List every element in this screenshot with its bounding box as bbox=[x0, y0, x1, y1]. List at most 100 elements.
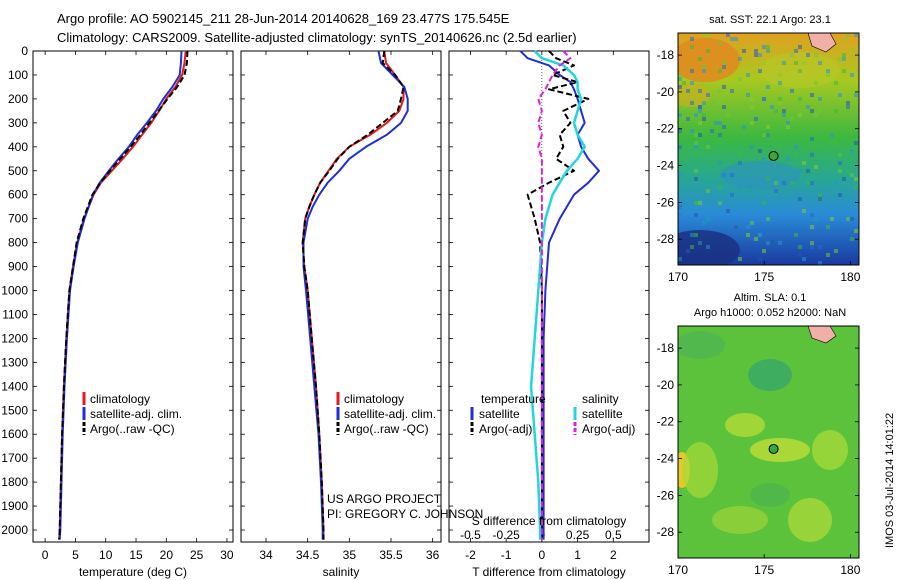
sst-pixel bbox=[766, 133, 770, 137]
sst-pixel bbox=[778, 193, 782, 197]
sst-pixel bbox=[830, 133, 834, 137]
sst-pixel bbox=[698, 201, 702, 205]
sst-pixel bbox=[762, 61, 766, 65]
sst-pixel bbox=[778, 97, 782, 101]
depth-tick-label: 600 bbox=[8, 188, 28, 202]
sst-pixel bbox=[854, 133, 858, 137]
x-tick-label: 5 bbox=[72, 548, 79, 562]
depth-tick-label: 1600 bbox=[1, 427, 28, 441]
x-tick-label: 0 bbox=[42, 548, 49, 562]
map-x-tick-label: 175 bbox=[754, 563, 774, 577]
sst-pixel bbox=[810, 241, 814, 245]
legend-climatology-label: climatology bbox=[344, 392, 404, 406]
sst-pixel bbox=[842, 37, 846, 41]
sla-high-patch bbox=[725, 413, 765, 437]
sst-pixel bbox=[750, 189, 754, 193]
sst-pixel bbox=[754, 117, 758, 121]
sst-pixel bbox=[790, 181, 794, 185]
sst-pixel bbox=[802, 209, 806, 213]
sst-pixel bbox=[706, 217, 710, 221]
sst-pixel bbox=[718, 205, 722, 209]
legend-argo-label: Argo(..raw -QC) bbox=[90, 422, 175, 436]
map-y-tick-label: -24 bbox=[657, 159, 675, 173]
sst-pixel bbox=[718, 133, 722, 137]
sst-pixel bbox=[766, 85, 770, 89]
sst-pixel bbox=[706, 49, 710, 53]
sst-pixel bbox=[758, 133, 762, 137]
sst-pixel bbox=[770, 105, 774, 109]
sst-pixel bbox=[746, 93, 750, 97]
sst-pixel bbox=[694, 145, 698, 149]
sst-pixel bbox=[698, 89, 702, 93]
sst-pixel bbox=[690, 101, 694, 105]
sst-pixel bbox=[834, 249, 838, 253]
sst-pixel bbox=[758, 53, 762, 57]
sst-pixel bbox=[798, 253, 802, 257]
sla-map-title: Altim. SLA: 0.1 bbox=[734, 292, 807, 304]
sst-pixel bbox=[706, 33, 710, 37]
sst-pixel bbox=[698, 133, 702, 137]
sst-pixel bbox=[838, 153, 842, 157]
sst-pixel bbox=[838, 169, 842, 173]
legend-satellite-label: satellite-adj. clim. bbox=[344, 407, 436, 421]
sst-pixel bbox=[850, 245, 854, 249]
sst-cool-patch bbox=[720, 161, 800, 189]
sst-pixel bbox=[686, 117, 690, 121]
sst-pixel bbox=[762, 97, 766, 101]
sst-pixel bbox=[706, 245, 710, 249]
sst-pixel bbox=[690, 45, 694, 49]
sst-pixel bbox=[782, 181, 786, 185]
sst-pixel bbox=[782, 61, 786, 65]
x-tick-label: 25 bbox=[190, 548, 204, 562]
sst-pixel bbox=[778, 81, 782, 85]
map-y-tick-label: -24 bbox=[657, 452, 675, 466]
sst-pixel bbox=[750, 121, 754, 125]
depth-tick-label: 700 bbox=[8, 212, 28, 226]
depth-tick-label: 1500 bbox=[1, 403, 28, 417]
depth-tick-label: 0 bbox=[21, 44, 28, 58]
sst-pixel bbox=[850, 49, 854, 53]
sst-pixel bbox=[766, 161, 770, 165]
depth-tick-label: 1400 bbox=[1, 379, 28, 393]
sst-pixel bbox=[782, 109, 786, 113]
sst-pixel bbox=[682, 105, 686, 109]
sst-pixel bbox=[802, 257, 806, 261]
sst-pixel bbox=[826, 225, 830, 229]
temperature-x-label: temperature (deg C) bbox=[79, 565, 187, 579]
sst-pixel bbox=[850, 149, 854, 153]
sst-pixel bbox=[722, 85, 726, 89]
sst-pixel bbox=[846, 169, 850, 173]
sst-pixel bbox=[722, 65, 726, 69]
sst-map-field bbox=[678, 33, 859, 265]
sst-pixel bbox=[798, 169, 802, 173]
sst-pixel bbox=[794, 61, 798, 65]
sst-pixel bbox=[722, 61, 726, 65]
sst-pixel bbox=[818, 245, 822, 249]
sst-pixel bbox=[758, 233, 762, 237]
sst-map-title: sat. SST: 22.1 Argo: 23.1 bbox=[709, 14, 831, 26]
sla-low-patch bbox=[678, 331, 725, 359]
sst-pixel bbox=[766, 129, 770, 133]
x-tick-label: 0 bbox=[539, 548, 546, 562]
map-y-tick-label: -22 bbox=[657, 122, 675, 136]
sst-pixel bbox=[738, 77, 742, 81]
sst-pixel bbox=[818, 97, 822, 101]
sst-pixel bbox=[694, 133, 698, 137]
sst-pixel bbox=[678, 145, 682, 149]
x-tick-label: -2 bbox=[465, 548, 476, 562]
series-line-climatology bbox=[58, 50, 187, 540]
sst-pixel bbox=[798, 69, 802, 73]
sst-pixel bbox=[702, 221, 706, 225]
sst-pixel bbox=[826, 73, 830, 77]
sst-pixel bbox=[694, 177, 698, 181]
sst-pixel bbox=[718, 89, 722, 93]
sst-pixel bbox=[766, 177, 770, 181]
sla-low-patch bbox=[750, 483, 790, 507]
sst-pixel bbox=[694, 169, 698, 173]
sla-island bbox=[807, 326, 837, 344]
sst-pixel bbox=[850, 73, 854, 77]
sst-pixel bbox=[694, 141, 698, 145]
sst-pixel bbox=[746, 73, 750, 77]
sla-argo-position-marker bbox=[768, 443, 779, 454]
legend-s-satellite-label: satellite bbox=[582, 407, 623, 421]
